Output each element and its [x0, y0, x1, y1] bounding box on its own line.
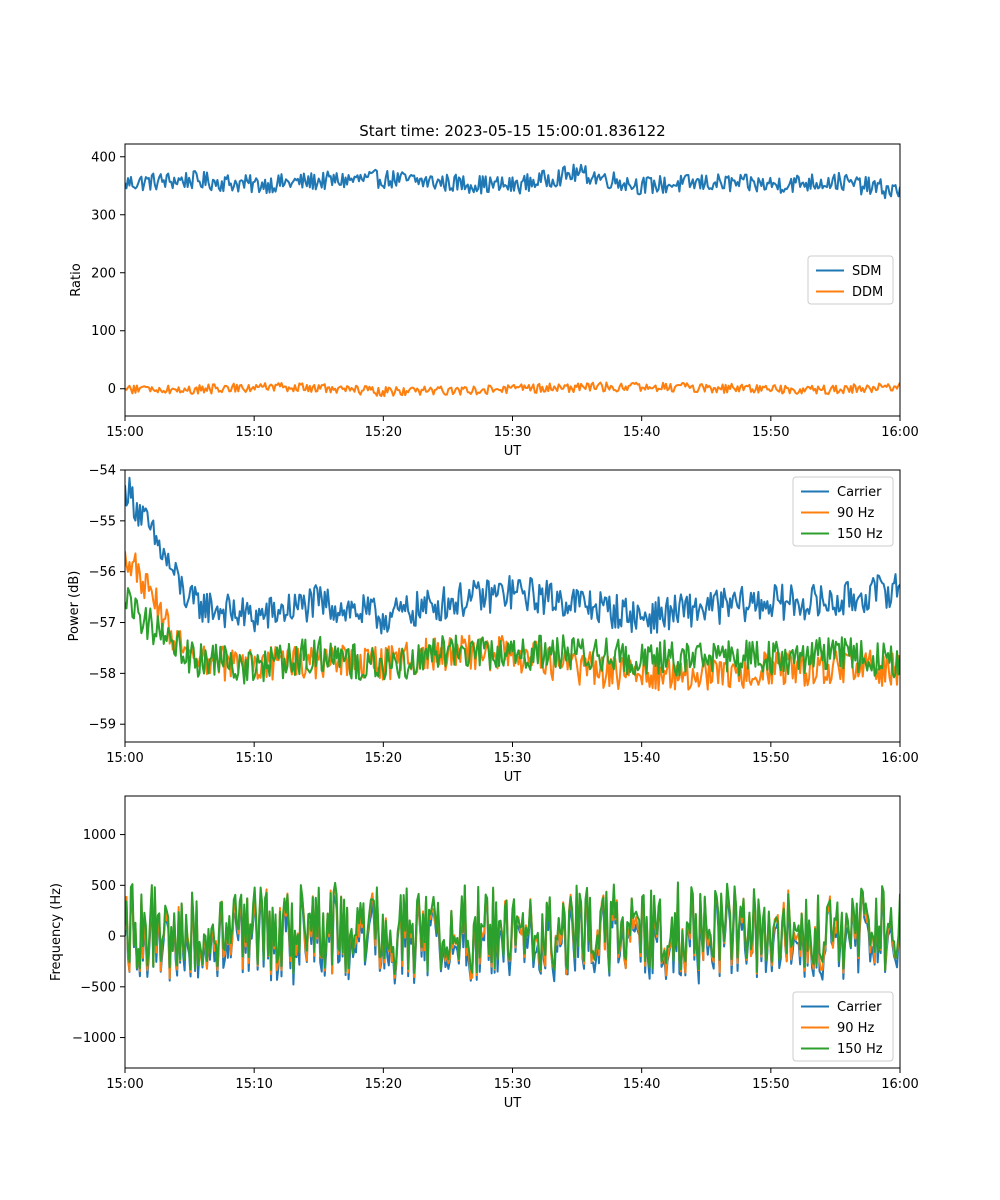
panel-2: 15:00 15:10 15:20 15:30 15:40 15:50 16:00 −59 −5… — [67, 464, 919, 786]
series-line-carrier — [125, 476, 900, 635]
x-tick-label: 15:00 — [106, 425, 143, 440]
y-tick-label: −500 — [80, 980, 116, 995]
legend: Carrier 90 Hz 150 Hz — [792, 476, 894, 547]
figure-title: Start time: 2023-05-15 15:00:01.836122 — [359, 122, 665, 140]
series-line-sdm — [125, 163, 900, 200]
panels: 15:00 15:10 15:20 15:30 15:40 15:50 16:00 0 100 2… — [49, 143, 919, 1111]
panel-3: 15:00 15:10 15:20 15:30 15:40 15:50 16:00 −1000… — [49, 795, 919, 1111]
y-tick-label: −54 — [89, 464, 116, 479]
y-axis-label: Ratio — [69, 263, 84, 296]
legend-label: Carrier — [837, 1000, 882, 1015]
y-tick-label: 500 — [91, 879, 116, 894]
series-lines — [125, 476, 900, 692]
y-tick-label: −56 — [89, 565, 116, 580]
x-axis-label: UT — [504, 444, 522, 459]
x-tick-label: 15:00 — [106, 1077, 143, 1092]
x-tick-label: 15:00 — [106, 751, 143, 766]
legend-box — [792, 991, 894, 1062]
series-line-ddm — [125, 381, 900, 398]
legend: SDM DDM — [807, 255, 894, 305]
legend-box — [792, 476, 894, 547]
x-tick-label: 15:40 — [623, 1077, 660, 1092]
x-tick-label: 15:30 — [494, 425, 531, 440]
x-tick-label: 15:20 — [365, 1077, 402, 1092]
y-tick-label: −58 — [89, 667, 116, 682]
x-tick-label: 16:00 — [881, 751, 918, 766]
legend-label: SDM — [852, 264, 881, 279]
x-tick-label: 15:10 — [235, 751, 272, 766]
legend-label: 150 Hz — [837, 527, 883, 542]
x-tick-label: 15:10 — [235, 425, 272, 440]
y-axis-label: Frequency (Hz) — [49, 883, 64, 981]
y-tick-label: 400 — [91, 150, 116, 165]
y-tick-label: −55 — [89, 514, 116, 529]
x-tick-label: 15:10 — [235, 1077, 272, 1092]
legend-label: 150 Hz — [837, 1042, 883, 1057]
x-tick-label: 15:30 — [494, 1077, 531, 1092]
x-tick-label: 15:50 — [752, 1077, 789, 1092]
series-lines — [125, 163, 900, 398]
x-tick-label: 15:40 — [623, 751, 660, 766]
x-tick-label: 15:50 — [752, 425, 789, 440]
y-tick-label: 200 — [91, 266, 116, 281]
x-tick-label: 15:50 — [752, 751, 789, 766]
x-axis-label: UT — [504, 1096, 522, 1111]
series-lines — [125, 881, 900, 986]
panel-1: 15:00 15:10 15:20 15:30 15:40 15:50 16:00 0 100 2… — [69, 143, 919, 459]
series-line-150-hz — [125, 881, 900, 975]
y-tick-label: 300 — [91, 208, 116, 223]
legend-label: DDM — [852, 285, 883, 300]
series-line-150-hz — [125, 587, 900, 685]
x-tick-label: 16:00 — [881, 1077, 918, 1092]
legend-label: Carrier — [837, 485, 882, 500]
y-tick-label: 0 — [108, 382, 116, 397]
y-tick-label: −57 — [89, 616, 116, 631]
legend: Carrier 90 Hz 150 Hz — [792, 991, 894, 1062]
x-tick-label: 15:40 — [623, 425, 660, 440]
y-axis-label: Power (dB) — [67, 571, 82, 642]
y-tick-label: 100 — [91, 324, 116, 339]
x-axis-label: UT — [504, 770, 522, 785]
x-tick-label: 15:20 — [365, 751, 402, 766]
x-tick-label: 16:00 — [881, 425, 918, 440]
y-tick-label: 1000 — [83, 828, 116, 843]
y-tick-label: 0 — [108, 930, 116, 945]
x-tick-label: 15:20 — [365, 425, 402, 440]
y-tick-label: −59 — [89, 718, 116, 733]
y-tick-label: −1000 — [72, 1031, 116, 1046]
x-tick-label: 15:30 — [494, 751, 531, 766]
legend-label: 90 Hz — [837, 1021, 874, 1036]
legend-label: 90 Hz — [837, 506, 874, 521]
